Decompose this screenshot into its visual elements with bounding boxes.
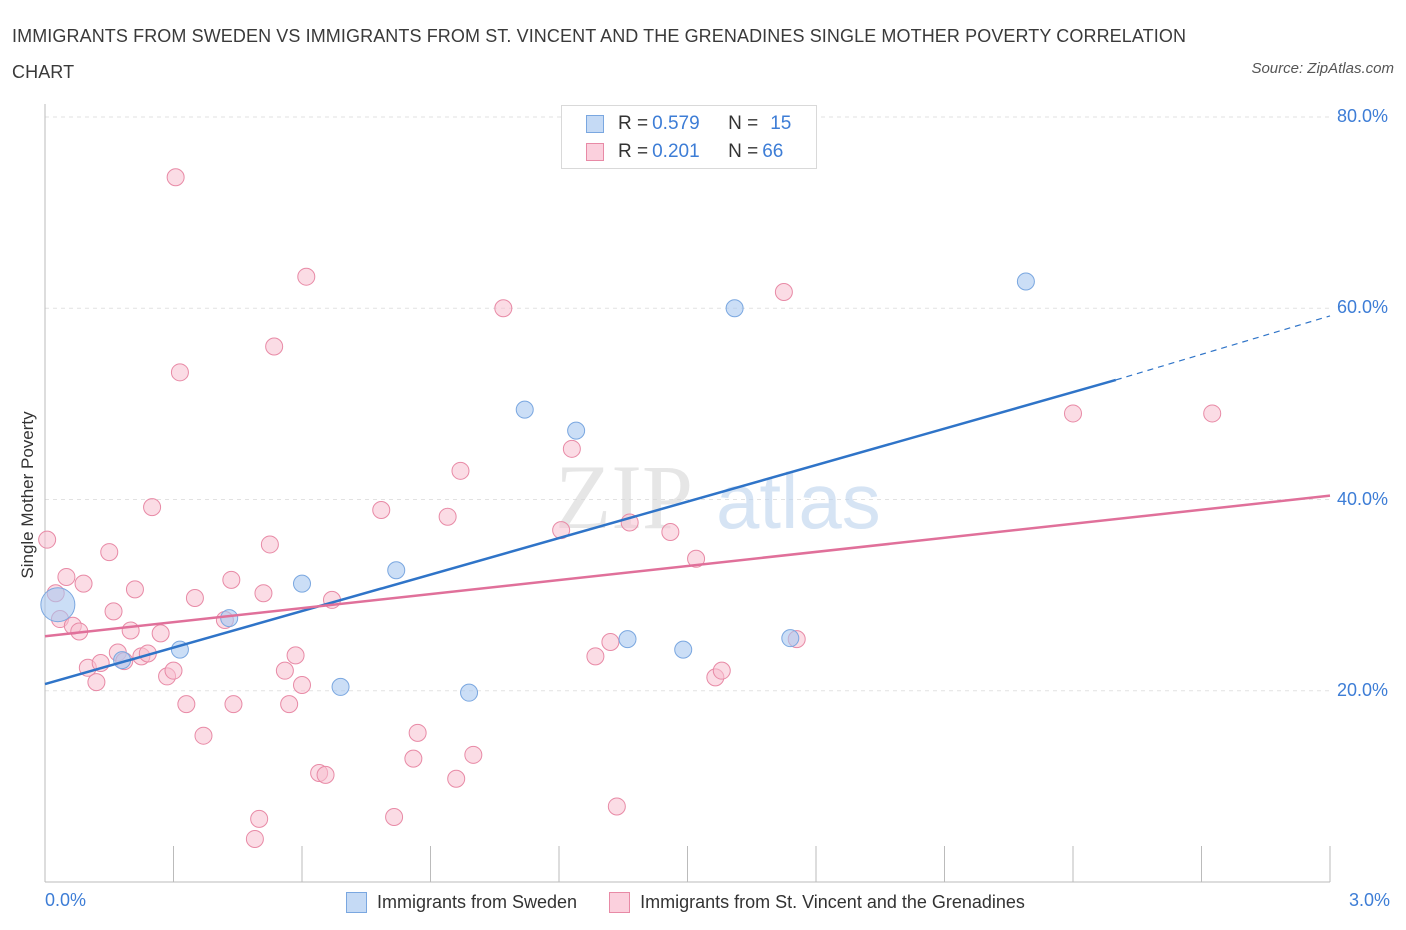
stvincent-point [280,695,299,714]
n-label: N = [728,141,759,162]
stvincent-point [222,570,241,589]
stvincent-trend-line [44,494,1331,638]
sweden-point [725,299,744,318]
sweden-point [293,574,311,593]
y-tick-label: 40.0% [1337,488,1389,509]
stvincent-point [250,809,269,828]
stvincent-point [494,299,513,318]
watermark-atlas: atlas [716,457,881,545]
stvincent-point [1203,404,1222,423]
stvincent-point [316,765,335,784]
r-label: R = [618,113,649,134]
stvincent-point [586,647,605,666]
stvincent-point [57,567,76,586]
stvincent-point [38,530,57,549]
stvincent-point [464,745,483,764]
stvincent-swatch [586,143,604,161]
y-tick-label: 20.0% [1337,679,1389,700]
x-tick-label-min: 0.0% [45,890,87,910]
stvincent-point [185,588,204,607]
y-tick-label: 60.0% [1337,297,1389,318]
stvincent-point [164,661,183,680]
stvincent-point [224,695,243,714]
stvincent-point [297,267,316,286]
r-label: R = [618,141,649,162]
sweden-point-large [40,587,76,623]
sweden-point [674,640,693,659]
stvincent-point [74,574,93,593]
sweden-point [331,677,350,696]
stvincent-point [125,580,144,599]
stvincent-point [293,676,311,695]
stvincent-point [245,829,264,848]
stvincent-point [661,523,680,542]
stvincent-point [265,337,284,356]
legend-item-sweden: Immigrants from Sweden [346,891,578,913]
stvincent-point [404,749,423,768]
sweden-point [567,421,586,440]
stvincent-point [194,726,213,745]
stvincent-point [712,661,731,680]
legend-label-stvincent: Immigrants from St. Vincent and the Gren… [640,891,1025,912]
legend-label-sweden: Immigrants from Sweden [377,891,578,912]
stvincent-point [104,602,123,621]
axes [44,104,1331,883]
sweden-point [515,400,534,419]
legend-row-sweden: R = 0.579 N = 15 [586,110,791,138]
sweden-point [460,683,479,702]
grid-lines [45,116,1330,692]
sweden-points [40,272,1035,702]
correlation-legend: R = 0.579 N = 15 R = 0.201 N = 66 [561,105,817,169]
sweden-swatch [586,115,604,133]
series-legend: Immigrants from Sweden Immigrants from S… [346,888,1057,916]
stvincent-point [607,797,626,816]
stvincent-point [774,282,793,301]
sweden-point [387,561,406,580]
stvincent-point [143,498,162,517]
sweden-point [618,630,637,649]
stvincent-point [121,621,140,640]
stvincent-points [38,168,1222,848]
n-value: 15 [770,113,792,134]
sweden-trend-line [44,378,1117,686]
legend-row-stvincent: R = 0.201 N = 66 [586,138,783,166]
sweden-swatch [346,891,367,913]
stvincent-point [562,439,581,458]
stvincent-point [151,624,170,643]
stvincent-point [275,661,294,680]
stvincent-swatch [609,891,631,913]
stvincent-point [601,632,620,651]
sweden-point [781,629,800,648]
stvincent-point [100,543,119,562]
x-tick-label-max: 3.0% [1349,890,1391,910]
stvincent-point [372,501,391,520]
stvincent-point [447,769,466,788]
stvincent-point [438,507,457,526]
stvincent-point [170,363,189,382]
stvincent-point [451,461,470,480]
stvincent-point [254,584,273,603]
r-value: 0.579 [652,113,700,134]
stvincent-point [177,695,196,714]
trend-lines [44,315,1331,686]
stvincent-point [687,549,706,568]
stvincent-point [385,807,404,826]
legend-item-stvincent: Immigrants from St. Vincent and the Gren… [609,891,1025,913]
n-value: 66 [762,141,784,162]
stvincent-point [286,646,305,665]
stvincent-point [260,535,279,554]
y-tick-label: 80.0% [1337,106,1389,126]
stvincent-point [408,723,427,742]
sweden-trend-extension [1115,315,1331,381]
chart-title: IMMIGRANTS FROM SWEDEN VS IMMIGRANTS FRO… [12,26,1187,82]
sweden-point [1016,272,1035,291]
n-label: N = [728,113,759,134]
stvincent-point [166,168,185,187]
r-value: 0.201 [652,141,700,162]
source-label: Source: ZipAtlas.com [1251,60,1394,77]
stvincent-point [87,673,106,692]
sweden-point [220,609,239,628]
stvincent-point [1064,404,1082,423]
